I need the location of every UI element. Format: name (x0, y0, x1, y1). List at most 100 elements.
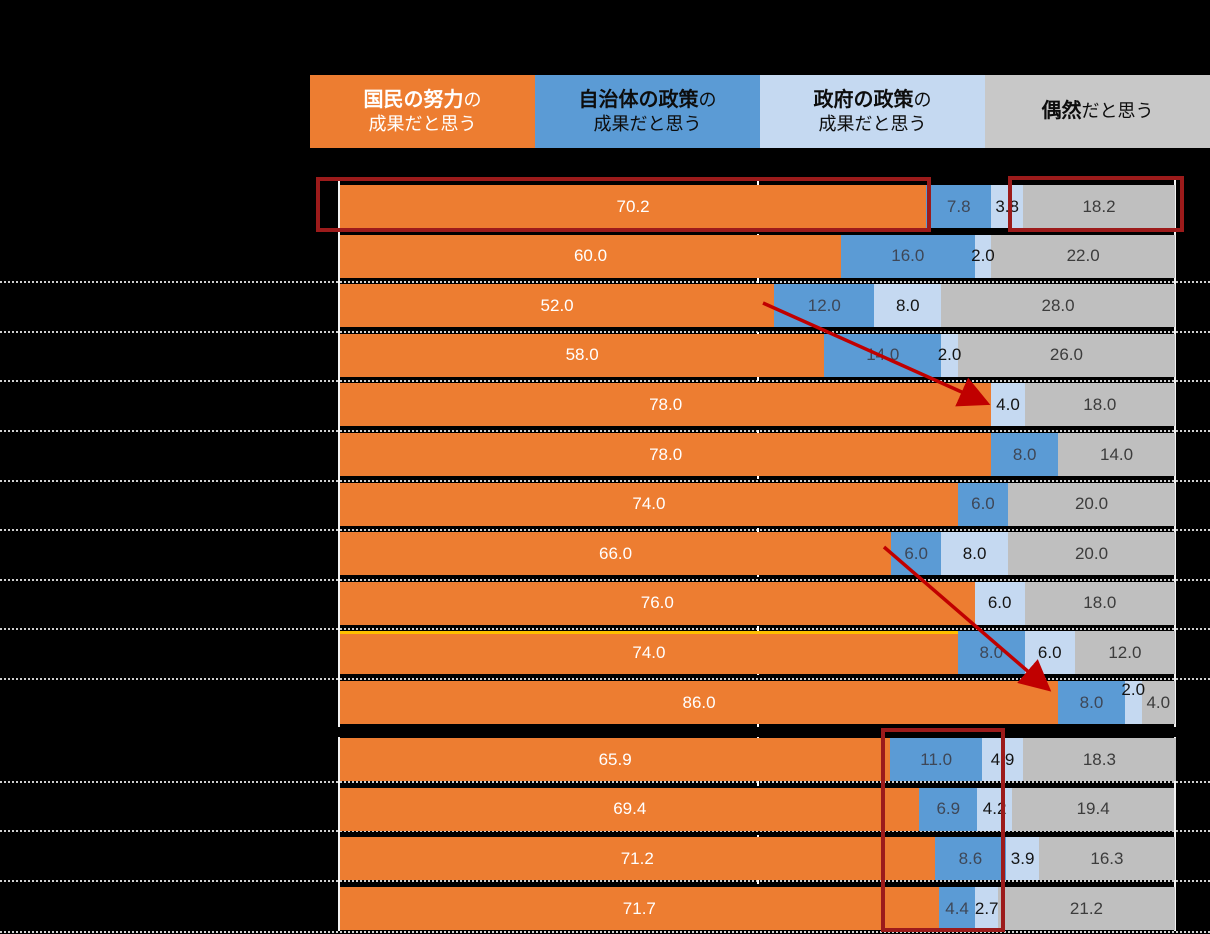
separator-line (0, 529, 1210, 531)
bar-row-13: 69.4 6.9 4.2 19.4 (340, 787, 1175, 831)
bar-value-label: 71.7 (622, 898, 656, 918)
bar-segment-chance: 21.2 (997, 887, 1175, 931)
legend-label-suffix: の (463, 89, 482, 110)
bar-segment-municipal-policy: 6.0 (957, 482, 1008, 526)
bar-row-6: 78.0 8.0 14.0 (340, 433, 1175, 476)
separator-line (0, 330, 1210, 333)
bar-segment-chance: 19.4 (1012, 787, 1175, 831)
bar-segment-government-policy: 3.8 (991, 185, 1023, 228)
bar-value-label: 4.0 (996, 394, 1020, 414)
bar-segment-national-effort: 78.0 (340, 433, 992, 476)
bar-value-label: 20.0 (1074, 543, 1109, 563)
bar-segment-national-effort: 70.2 (340, 185, 927, 228)
separator-line (0, 880, 1210, 882)
separator-line (0, 677, 1210, 680)
bar-segment-chance: 20.0 (1007, 532, 1175, 576)
bar-value-label: 52.0 (540, 295, 574, 315)
bar-row-3: 52.0 12.0 8.0 28.0 (340, 284, 1175, 328)
bar-segment-national-effort: 71.2 (340, 837, 935, 881)
bar-value-label: 3.8 (995, 196, 1019, 216)
bar-value-label: 28.0 (1041, 295, 1075, 315)
bar-value-label: 12.0 (1108, 642, 1142, 662)
separator-line (0, 930, 1210, 933)
bar-value-label: 12.0 (807, 295, 841, 315)
bar-value-label: 6.0 (987, 593, 1012, 613)
bar-segment-chance: 16.3 (1038, 837, 1175, 881)
bar-value-label: 4.4 (945, 898, 969, 918)
bar-value-label: 8.6 (958, 848, 983, 868)
bar-segment-government-policy: 2.0 (971, 234, 995, 278)
highlight-box-row1-orange (316, 177, 931, 232)
bar-value-label: 6.0 (904, 543, 928, 563)
bar-value-label: 86.0 (682, 692, 716, 712)
bar-segment-municipal-policy: 7.8 (926, 185, 992, 228)
separator-line (0, 380, 1210, 382)
bar-segment-municipal-policy: 14.0 (824, 333, 942, 377)
bar-segment-national-effort: 65.9 (340, 738, 891, 781)
bar-value-label: 66.0 (599, 543, 633, 563)
bar-value-label: 14.0 (1099, 444, 1134, 464)
bar-value-label: 22.0 (1066, 246, 1100, 266)
bar-value-label: 58.0 (565, 345, 599, 365)
separator-line (0, 830, 1210, 832)
bar-row-5: 78.0 4.0 18.0 (340, 383, 1175, 427)
bar-value-label: 78.0 (649, 394, 683, 414)
bar-segment-municipal-policy: 12.0 (774, 284, 875, 328)
axis-line-right (1173, 737, 1176, 931)
bar-value-label: 78.0 (649, 444, 683, 464)
bar-value-label: 69.4 (613, 799, 647, 819)
bar-value-label: 14.0 (866, 345, 900, 365)
bar-segment-national-effort: 78.0 (340, 383, 992, 427)
bar-segment-government-policy: 2.0 (938, 333, 961, 377)
legend-label-suffix: の (698, 89, 717, 110)
bar-value-label: 74.0 (632, 642, 666, 662)
bar-value-label: 6.9 (936, 799, 961, 819)
bar-segment-national-effort: 86.0 (340, 681, 1059, 724)
legend-label-bold: 自治体の政策 (578, 88, 699, 111)
separator-line (0, 430, 1210, 432)
bar-value-label: 70.2 (616, 196, 650, 216)
bar-row-11: 86.0 8.0 2.0 4.0 (340, 680, 1175, 724)
bar-segment-chance: 20.0 (1007, 482, 1175, 526)
bar-value-label: 8.0 (979, 642, 1004, 662)
bar-value-label: 76.0 (640, 593, 674, 613)
bar-segment-national-effort: 76.0 (340, 581, 975, 625)
bar-segment-government-policy: 4.2 (977, 787, 1013, 831)
bar-segment-chance: 18.0 (1024, 581, 1175, 625)
bar-segment-government-policy: 8.0 (941, 532, 1008, 576)
bar-segment-municipal-policy: 11.0 (890, 738, 983, 781)
bar-segment-chance: 28.0 (941, 284, 1175, 328)
bar-value-label: 18.0 (1083, 394, 1117, 414)
bar-value-label: 16.3 (1090, 848, 1124, 868)
legend-label-suffix: だと思う (1081, 101, 1154, 121)
bar-value-label: 2.0 (937, 345, 962, 365)
bar-row-2: 60.0 16.0 2.0 22.0 (340, 234, 1175, 278)
bar-row-12: 65.9 11.0 4.9 18.3 (340, 738, 1176, 781)
bar-segment-national-effort: 74.0 (340, 631, 958, 675)
bar-value-label: 8.0 (1079, 692, 1104, 712)
legend: 国民の努力の 成果だと思う 自治体の政策の 成果だと思う 政府の政策の 成果だと… (310, 75, 1210, 148)
bar-segment-national-effort: 66.0 (340, 532, 892, 576)
bar-value-label: 18.0 (1083, 593, 1117, 613)
bar-row-7: 74.0 6.0 20.0 (340, 482, 1175, 526)
bar-row-14: 71.2 8.6 3.9 16.3 (340, 837, 1175, 881)
legend-label-suffix: の (913, 89, 932, 110)
legend-item-government-policy: 政府の政策の 成果だと思う (760, 75, 985, 148)
bar-value-label: 60.0 (573, 246, 608, 266)
bar-segment-chance: 26.0 (957, 333, 1175, 377)
bar-value-label: 7.8 (946, 196, 971, 216)
bar-value-label: 20.0 (1074, 494, 1109, 514)
bar-row-10: 74.0 8.0 6.0 12.0 (340, 631, 1175, 675)
legend-label-bold: 政府の政策 (813, 88, 914, 111)
bar-row-1: 70.2 7.8 3.8 18.2 (340, 185, 1175, 228)
bar-segment-municipal-policy: 8.0 (957, 631, 1025, 675)
bar-value-label: 74.0 (632, 494, 666, 514)
bar-value-label: 2.0 (971, 246, 995, 266)
bar-segment-municipal-policy: 16.0 (841, 234, 975, 278)
legend-label-line2: 成果だと思う (818, 113, 927, 134)
bar-segment-government-policy: 2.0 (1121, 680, 1145, 724)
bar-value-label: 8.0 (1012, 444, 1037, 464)
bar-segment-government-policy: 3.9 (1006, 837, 1039, 881)
bar-row-8: 66.0 6.0 8.0 20.0 (340, 532, 1175, 576)
bar-segment-national-effort: 60.0 (340, 234, 841, 278)
